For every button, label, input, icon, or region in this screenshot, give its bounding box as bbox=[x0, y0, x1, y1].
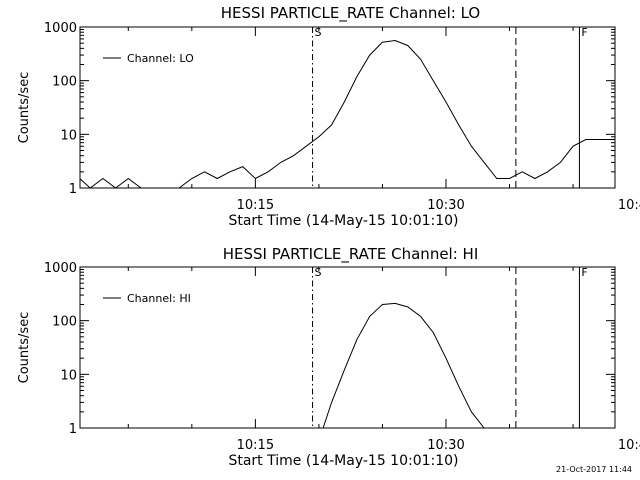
x-tick-label: 10:45 bbox=[618, 198, 640, 213]
x-tick-label: 10:30 bbox=[427, 198, 464, 213]
y-tick-label: 1 bbox=[69, 422, 77, 437]
y-tick-label: 100 bbox=[52, 315, 77, 330]
y-axis-label: Counts/sec bbox=[17, 72, 32, 144]
panel-2: HESSI PARTICLE_RATE Channel: HI 10:15 10:3… bbox=[17, 245, 640, 469]
plot-frame bbox=[79, 266, 616, 429]
y-tick-label: 1000 bbox=[44, 21, 77, 36]
y-tick-label: 10 bbox=[60, 128, 77, 143]
y-tick-label: 10 bbox=[60, 368, 77, 383]
x-tick-label: 10:15 bbox=[237, 438, 274, 453]
x-tick-label: 10:45 bbox=[618, 438, 640, 453]
y-axis-label: Counts/sec bbox=[17, 312, 32, 384]
legend-label: Channel: LO bbox=[127, 52, 194, 65]
chart-title: HESSI PARTICLE_RATE Channel: LO bbox=[221, 4, 480, 23]
x-axis-label: Start Time (14-May-15 10:01:10) bbox=[228, 213, 458, 229]
chart-title: HESSI PARTICLE_RATE Channel: HI bbox=[223, 245, 479, 264]
event-marker-label: F bbox=[581, 266, 587, 279]
y-tick-label: 1 bbox=[69, 182, 77, 197]
series-line bbox=[80, 39, 615, 188]
series-line bbox=[322, 302, 485, 428]
y-tick-label: 100 bbox=[52, 75, 77, 90]
y-tick-label: 1000 bbox=[44, 261, 77, 276]
timestamp: 21-Oct-2017 11:44 bbox=[556, 465, 632, 474]
event-marker-label: F bbox=[581, 26, 587, 39]
event-marker-label: S bbox=[315, 266, 322, 279]
x-tick-label: 10:15 bbox=[237, 198, 274, 213]
x-tick-label: 10:30 bbox=[427, 438, 464, 453]
panel-1: HESSI PARTICLE_RATE Channel: LO 10:15 10:3… bbox=[17, 4, 640, 229]
legend-label: Channel: HI bbox=[127, 292, 191, 305]
x-axis-label: Start Time (14-May-15 10:01:10) bbox=[228, 453, 458, 469]
plot-frame bbox=[79, 26, 616, 189]
event-marker-label: S bbox=[315, 26, 322, 39]
